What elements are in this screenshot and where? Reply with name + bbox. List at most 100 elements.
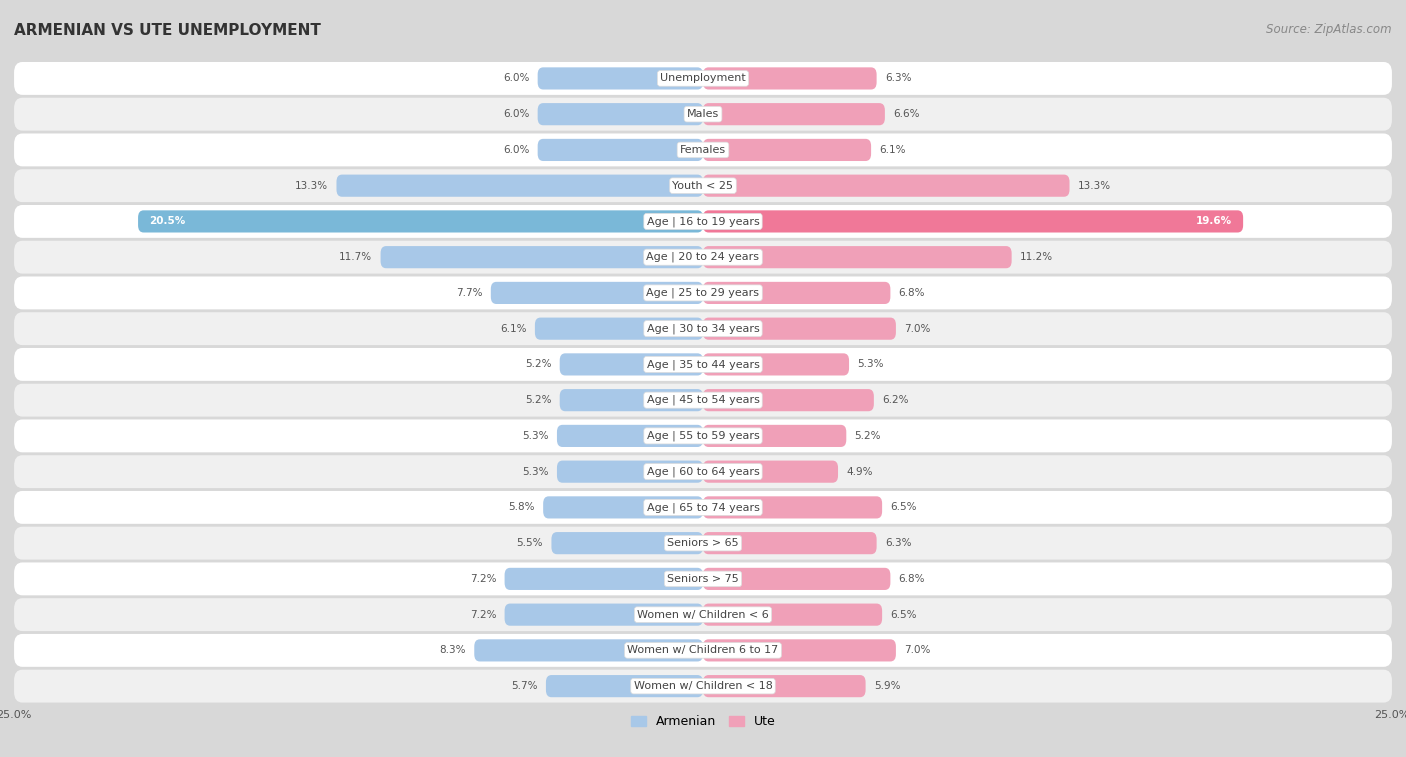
Text: 6.8%: 6.8% bbox=[898, 574, 925, 584]
Text: 6.1%: 6.1% bbox=[879, 145, 905, 155]
FancyBboxPatch shape bbox=[14, 491, 1392, 524]
FancyBboxPatch shape bbox=[703, 210, 1243, 232]
FancyBboxPatch shape bbox=[703, 389, 875, 411]
Text: Seniors > 65: Seniors > 65 bbox=[668, 538, 738, 548]
FancyBboxPatch shape bbox=[703, 603, 882, 626]
Text: 5.5%: 5.5% bbox=[516, 538, 543, 548]
FancyBboxPatch shape bbox=[703, 103, 884, 125]
Text: 6.3%: 6.3% bbox=[884, 538, 911, 548]
Text: Youth < 25: Youth < 25 bbox=[672, 181, 734, 191]
FancyBboxPatch shape bbox=[703, 568, 890, 590]
Text: 13.3%: 13.3% bbox=[1078, 181, 1111, 191]
FancyBboxPatch shape bbox=[14, 276, 1392, 310]
Text: Age | 16 to 19 years: Age | 16 to 19 years bbox=[647, 217, 759, 226]
Text: Unemployment: Unemployment bbox=[661, 73, 745, 83]
FancyBboxPatch shape bbox=[557, 425, 703, 447]
FancyBboxPatch shape bbox=[14, 562, 1392, 595]
FancyBboxPatch shape bbox=[14, 205, 1392, 238]
FancyBboxPatch shape bbox=[703, 640, 896, 662]
FancyBboxPatch shape bbox=[491, 282, 703, 304]
Text: 6.0%: 6.0% bbox=[503, 145, 530, 155]
Text: Age | 35 to 44 years: Age | 35 to 44 years bbox=[647, 359, 759, 369]
Text: 5.7%: 5.7% bbox=[512, 681, 537, 691]
Text: 11.2%: 11.2% bbox=[1019, 252, 1053, 262]
FancyBboxPatch shape bbox=[546, 675, 703, 697]
FancyBboxPatch shape bbox=[557, 460, 703, 483]
FancyBboxPatch shape bbox=[703, 318, 896, 340]
FancyBboxPatch shape bbox=[537, 67, 703, 89]
FancyBboxPatch shape bbox=[703, 175, 1070, 197]
Legend: Armenian, Ute: Armenian, Ute bbox=[626, 710, 780, 733]
FancyBboxPatch shape bbox=[703, 532, 876, 554]
FancyBboxPatch shape bbox=[14, 527, 1392, 559]
Text: 5.2%: 5.2% bbox=[855, 431, 882, 441]
FancyBboxPatch shape bbox=[14, 348, 1392, 381]
FancyBboxPatch shape bbox=[138, 210, 703, 232]
FancyBboxPatch shape bbox=[537, 103, 703, 125]
FancyBboxPatch shape bbox=[381, 246, 703, 268]
FancyBboxPatch shape bbox=[14, 98, 1392, 131]
Text: Males: Males bbox=[688, 109, 718, 119]
Text: 6.3%: 6.3% bbox=[884, 73, 911, 83]
Text: Women w/ Children < 18: Women w/ Children < 18 bbox=[634, 681, 772, 691]
Text: 5.8%: 5.8% bbox=[509, 503, 534, 512]
FancyBboxPatch shape bbox=[534, 318, 703, 340]
Text: 5.2%: 5.2% bbox=[524, 395, 551, 405]
Text: Source: ZipAtlas.com: Source: ZipAtlas.com bbox=[1267, 23, 1392, 36]
FancyBboxPatch shape bbox=[14, 419, 1392, 453]
FancyBboxPatch shape bbox=[703, 139, 872, 161]
Text: 19.6%: 19.6% bbox=[1197, 217, 1232, 226]
Text: 6.0%: 6.0% bbox=[503, 109, 530, 119]
FancyBboxPatch shape bbox=[14, 312, 1392, 345]
Text: 7.0%: 7.0% bbox=[904, 324, 931, 334]
FancyBboxPatch shape bbox=[14, 241, 1392, 273]
FancyBboxPatch shape bbox=[505, 603, 703, 626]
Text: 4.9%: 4.9% bbox=[846, 466, 873, 477]
Text: 7.2%: 7.2% bbox=[470, 609, 496, 620]
FancyBboxPatch shape bbox=[474, 640, 703, 662]
FancyBboxPatch shape bbox=[703, 460, 838, 483]
FancyBboxPatch shape bbox=[336, 175, 703, 197]
FancyBboxPatch shape bbox=[560, 354, 703, 375]
FancyBboxPatch shape bbox=[14, 133, 1392, 167]
Text: 5.2%: 5.2% bbox=[524, 360, 551, 369]
FancyBboxPatch shape bbox=[14, 62, 1392, 95]
Text: Seniors > 75: Seniors > 75 bbox=[666, 574, 740, 584]
Text: 20.5%: 20.5% bbox=[149, 217, 186, 226]
Text: Age | 20 to 24 years: Age | 20 to 24 years bbox=[647, 252, 759, 263]
Text: Age | 45 to 54 years: Age | 45 to 54 years bbox=[647, 395, 759, 406]
Text: 5.3%: 5.3% bbox=[522, 431, 548, 441]
FancyBboxPatch shape bbox=[703, 246, 1012, 268]
FancyBboxPatch shape bbox=[543, 497, 703, 519]
Text: 7.0%: 7.0% bbox=[904, 646, 931, 656]
Text: 6.5%: 6.5% bbox=[890, 609, 917, 620]
FancyBboxPatch shape bbox=[14, 598, 1392, 631]
Text: ARMENIAN VS UTE UNEMPLOYMENT: ARMENIAN VS UTE UNEMPLOYMENT bbox=[14, 23, 321, 38]
FancyBboxPatch shape bbox=[703, 497, 882, 519]
Text: Age | 60 to 64 years: Age | 60 to 64 years bbox=[647, 466, 759, 477]
Text: 6.1%: 6.1% bbox=[501, 324, 527, 334]
Text: 6.5%: 6.5% bbox=[890, 503, 917, 512]
FancyBboxPatch shape bbox=[14, 384, 1392, 416]
Text: 7.2%: 7.2% bbox=[470, 574, 496, 584]
Text: Women w/ Children < 6: Women w/ Children < 6 bbox=[637, 609, 769, 620]
Text: 8.3%: 8.3% bbox=[440, 646, 465, 656]
Text: 5.3%: 5.3% bbox=[858, 360, 884, 369]
FancyBboxPatch shape bbox=[703, 675, 866, 697]
FancyBboxPatch shape bbox=[560, 389, 703, 411]
Text: Age | 25 to 29 years: Age | 25 to 29 years bbox=[647, 288, 759, 298]
Text: Age | 30 to 34 years: Age | 30 to 34 years bbox=[647, 323, 759, 334]
Text: Age | 55 to 59 years: Age | 55 to 59 years bbox=[647, 431, 759, 441]
Text: 11.7%: 11.7% bbox=[339, 252, 373, 262]
FancyBboxPatch shape bbox=[14, 670, 1392, 702]
Text: 13.3%: 13.3% bbox=[295, 181, 328, 191]
FancyBboxPatch shape bbox=[14, 634, 1392, 667]
FancyBboxPatch shape bbox=[537, 139, 703, 161]
Text: Age | 65 to 74 years: Age | 65 to 74 years bbox=[647, 502, 759, 512]
FancyBboxPatch shape bbox=[551, 532, 703, 554]
Text: 6.8%: 6.8% bbox=[898, 288, 925, 298]
FancyBboxPatch shape bbox=[505, 568, 703, 590]
Text: 6.0%: 6.0% bbox=[503, 73, 530, 83]
Text: 6.2%: 6.2% bbox=[882, 395, 908, 405]
Text: 7.7%: 7.7% bbox=[456, 288, 482, 298]
